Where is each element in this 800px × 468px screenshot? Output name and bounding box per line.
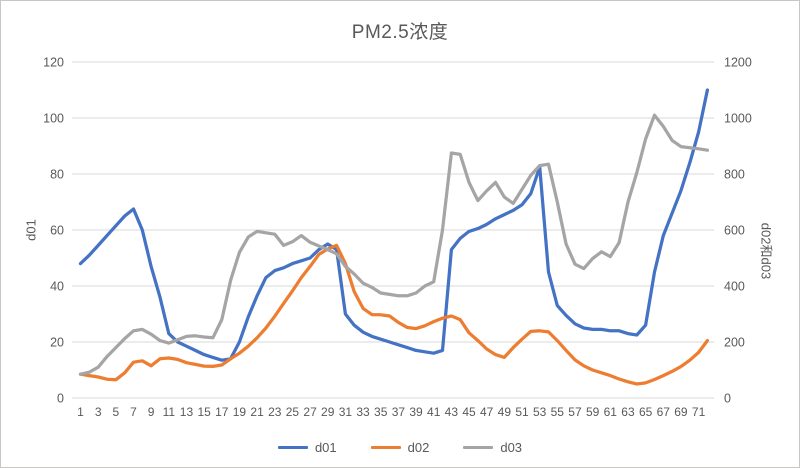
legend-label-d01: d01 (314, 440, 337, 455)
legend-item-d02[interactable]: d02 (370, 440, 430, 455)
x-tick-label: 43 (445, 405, 459, 419)
y-right-tick-label: 400 (724, 280, 745, 294)
y-right-tick-label: 0 (724, 392, 731, 406)
y-left-tick-label: 40 (50, 280, 64, 294)
x-tick-label: 21 (250, 405, 264, 419)
legend-swatch-d03 (463, 446, 494, 449)
x-tick-label: 55 (551, 405, 565, 419)
legend-item-d03[interactable]: d03 (463, 440, 522, 455)
x-tick-label: 31 (339, 405, 353, 419)
x-tick-label: 5 (112, 405, 119, 419)
x-tick-label: 25 (286, 405, 300, 419)
x-tick-label: 53 (533, 405, 547, 419)
y-left-tick-label: 20 (50, 336, 64, 350)
x-tick-label: 3 (95, 405, 102, 419)
left-axis-title: d01 (23, 219, 39, 241)
x-tick-label: 61 (604, 405, 618, 419)
y-right-tick-label: 800 (724, 168, 745, 182)
y-right-tick-label: 1000 (724, 112, 752, 126)
legend-label-d02: d02 (407, 440, 430, 455)
y-right-tick-label: 1200 (724, 56, 752, 70)
x-tick-label: 27 (303, 405, 317, 419)
x-tick-label: 63 (621, 405, 635, 419)
x-tick-label: 59 (586, 405, 600, 419)
y-left-tick-label: 0 (57, 392, 64, 406)
x-tick-label: 13 (180, 405, 194, 419)
x-tick-label: 1 (77, 405, 84, 419)
y-right-tick-label: 200 (724, 336, 745, 350)
chart-title: PM2.5浓度 (351, 22, 449, 43)
x-tick-label: 35 (374, 405, 388, 419)
x-tick-label: 69 (674, 405, 688, 419)
y-right-tick-label: 600 (724, 224, 745, 238)
x-tick-label: 33 (356, 405, 370, 419)
x-tick-label: 11 (163, 405, 176, 419)
y-left-tick-label: 120 (43, 56, 64, 70)
x-tick-label: 47 (480, 405, 494, 419)
x-tick-label: 49 (498, 405, 512, 419)
legend-item-d01[interactable]: d01 (277, 440, 337, 455)
x-tick-label: 7 (130, 405, 137, 419)
y-left-tick-label: 60 (50, 224, 64, 238)
x-tick-label: 57 (568, 405, 582, 419)
x-tick-label: 51 (515, 405, 529, 419)
legend-swatch-d02 (370, 446, 401, 449)
right-axis-title: d02和d03 (758, 222, 774, 280)
x-tick-label: 19 (233, 405, 247, 419)
x-tick-label: 29 (321, 405, 335, 419)
legend-swatch-d01 (277, 446, 308, 449)
x-tick-label: 23 (268, 405, 282, 419)
legend: d01 d02 d03 (1, 440, 799, 455)
x-tick-label: 45 (462, 405, 476, 419)
x-tick-label: 71 (692, 405, 706, 419)
x-tick-label: 41 (427, 405, 441, 419)
x-tick-label: 37 (392, 405, 406, 419)
x-tick-label: 17 (215, 405, 229, 419)
y-left-tick-label: 80 (50, 168, 64, 182)
y-left-tick-label: 100 (43, 112, 64, 126)
x-tick-label: 65 (639, 405, 653, 419)
legend-label-d03: d03 (500, 440, 523, 455)
x-tick-label: 15 (197, 405, 211, 419)
x-tick-label: 9 (148, 405, 155, 419)
x-tick-label: 67 (657, 405, 671, 419)
series-line-d02[interactable] (78, 243, 710, 386)
series-line-d01[interactable] (78, 88, 710, 362)
x-tick-label: 39 (409, 405, 423, 419)
series-line-d03[interactable] (78, 113, 710, 376)
